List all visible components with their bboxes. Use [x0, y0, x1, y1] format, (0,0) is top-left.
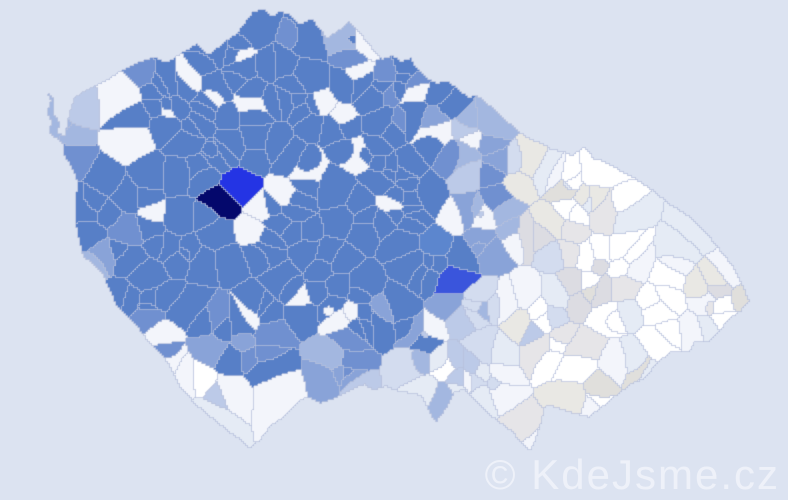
- czech-republic-choropleth-map[interactable]: [0, 0, 788, 500]
- kdejsme-map-page: © KdeJsme.cz: [0, 0, 788, 500]
